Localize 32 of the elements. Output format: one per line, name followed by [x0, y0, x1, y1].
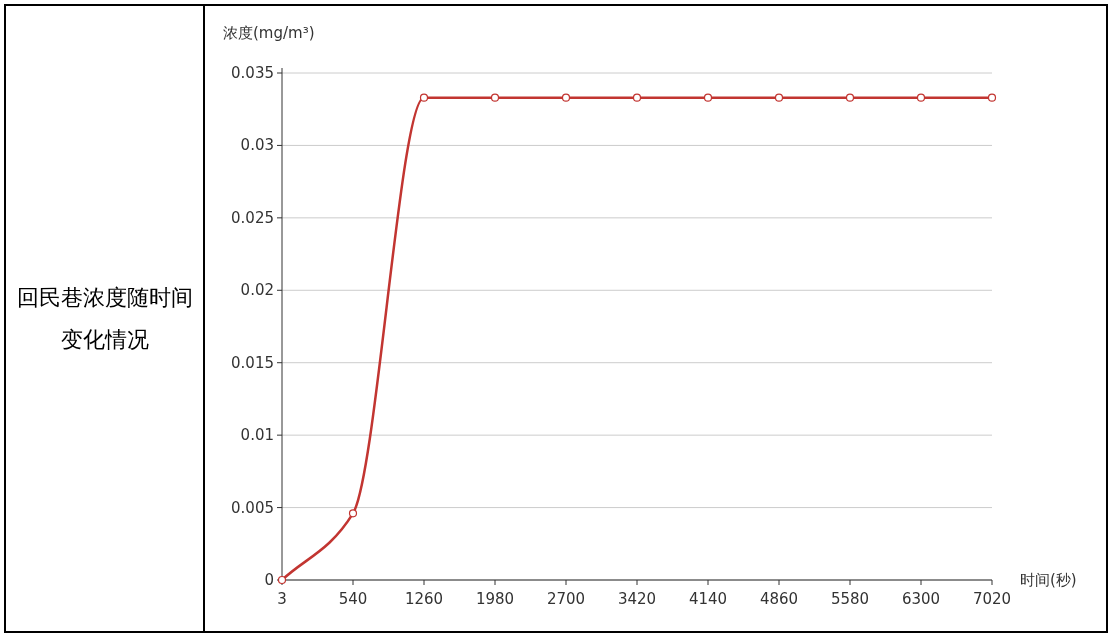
- y-tick-label: 0.01: [240, 426, 274, 445]
- y-tick-label: 0.035: [231, 64, 274, 82]
- point: [419, 93, 429, 102]
- point: [632, 93, 642, 102]
- y-tick-label: 0.005: [231, 498, 274, 517]
- point: [845, 93, 855, 102]
- x-tick-label: 4140: [688, 590, 728, 608]
- y-tick-label: 0.025: [231, 208, 274, 227]
- y-tick-label: 0.02: [240, 281, 274, 300]
- x-tick-label: 7020: [972, 590, 1012, 608]
- y-tick-label: 0: [264, 571, 274, 589]
- point: [916, 93, 926, 102]
- x-tick-label: 4860: [759, 590, 799, 608]
- x-tick-label: 6300: [901, 590, 941, 608]
- text: 回民巷浓度随时间变化情况: [6, 6, 205, 631]
- x-tick-label: 2700: [546, 590, 586, 608]
- x-tick-label: 1260: [404, 590, 444, 608]
- x-tick-label: 1980: [475, 590, 515, 608]
- point: [987, 93, 997, 102]
- y-tick-label: 0.03: [240, 136, 274, 155]
- y-axis-title: 浓度(mg/m³): [223, 24, 315, 42]
- x-tick-label: 5580: [830, 590, 870, 608]
- point: [561, 93, 571, 102]
- point: [348, 509, 358, 518]
- x-axis-title: 时间(秒): [1020, 571, 1077, 589]
- x-tick-label: 3420: [617, 590, 657, 608]
- x-tick-label: 540: [338, 590, 368, 608]
- y-tick-label: 0.015: [231, 353, 274, 372]
- point: [703, 93, 713, 102]
- x-tick-label: 3: [277, 590, 287, 608]
- point: [774, 93, 784, 102]
- point: [490, 93, 500, 102]
